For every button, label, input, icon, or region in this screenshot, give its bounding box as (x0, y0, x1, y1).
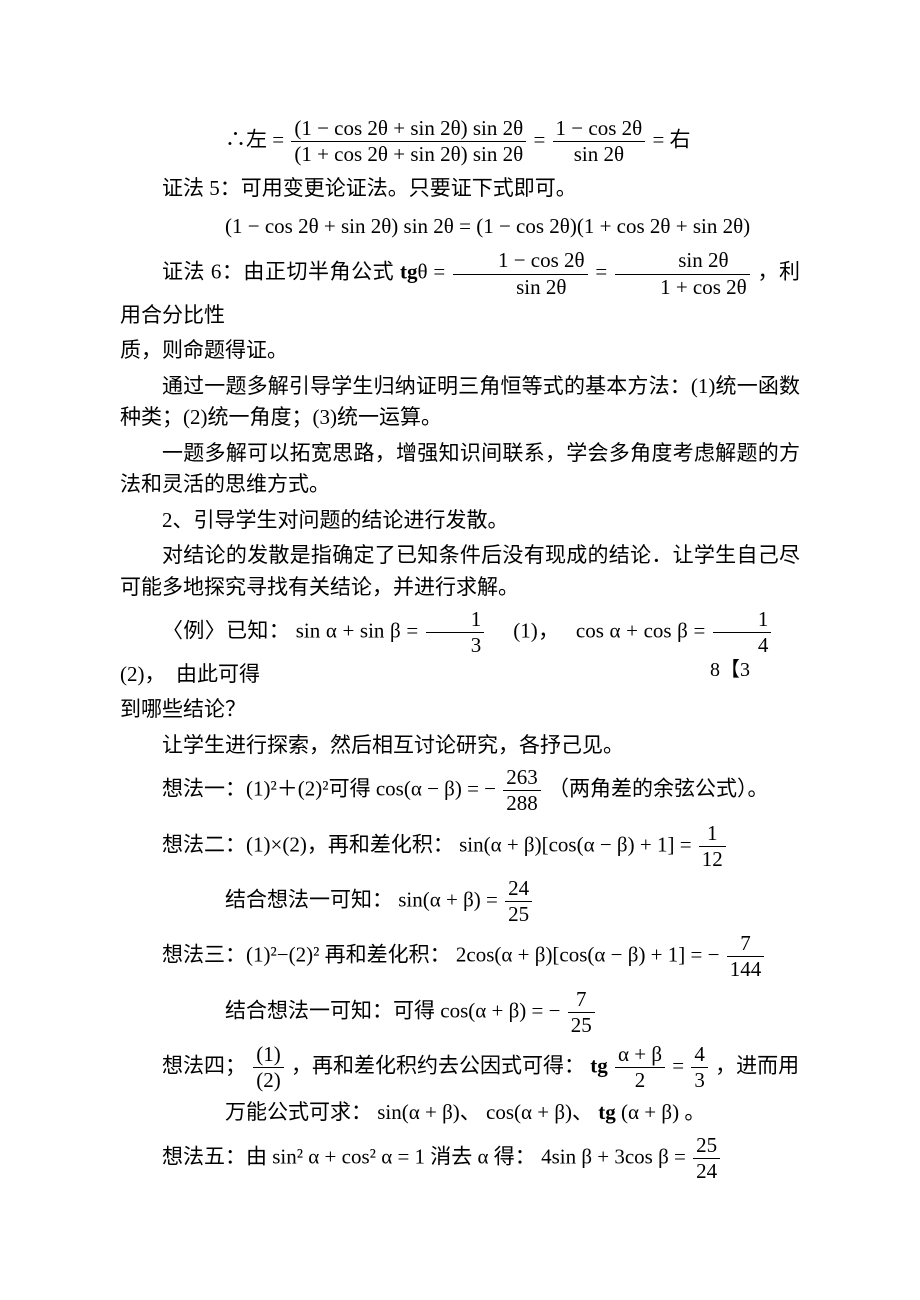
fraction: (1 − cos 2θ + sin 2θ) sin 2θ (1 + cos 2θ… (291, 116, 526, 167)
item2-heading: 2、引导学生对问题的结论进行发散。 (120, 505, 800, 537)
method6-line: 证法 6：由正切半角公式 tgθ = 1 − cos 2θ sin 2θ = s… (120, 248, 800, 331)
fraction: α + β 2 (615, 1042, 665, 1093)
method5-idea: 想法五：由 sin² α + cos² α = 1 消去 α 得： 4sin β… (120, 1133, 800, 1184)
equation-method5: (1 − cos 2θ + sin 2θ) sin 2θ = (1 − cos … (120, 211, 800, 243)
example-tail: 到哪些结论？ (120, 694, 800, 726)
method3: 想法三：(1)²−(2)² 再和差化积： 2cos(α + β)[cos(α −… (120, 931, 800, 982)
fraction: 7 144 (727, 931, 765, 982)
fraction: 1 − cos 2θ sin 2θ (453, 248, 588, 299)
fraction: 1 3 (426, 607, 485, 658)
summary-paragraph: 通过一题多解引导学生归纳证明三角恒等式的基本方法：(1)统一函数种类；(2)统一… (120, 371, 800, 434)
fraction: 24 25 (505, 876, 532, 927)
equation-left-right: ∴左 = (1 − cos 2θ + sin 2θ) sin 2θ (1 + c… (120, 116, 800, 167)
fraction: (1) (2) (253, 1042, 284, 1093)
discuss-paragraph: 让学生进行探索，然后相互讨论研究，各抒己见。 (120, 730, 800, 762)
fraction: 263 288 (503, 765, 541, 816)
method5-text: 证法 5：可用变更论证法。只要证下式即可。 (120, 173, 800, 205)
fraction: 25 24 (693, 1133, 720, 1184)
method4-cont: 万能公式可求： sin(α + β)、 cos(α + β)、 tg (α + … (120, 1097, 800, 1129)
eq-prefix: ∴左 = (225, 128, 284, 152)
method6-tail: 质，则命题得证。 (120, 335, 800, 367)
method3-cont: 结合想法一可知：可得 cos(α + β) = − 7 25 (120, 987, 800, 1038)
conclusion-diverge: 对结论的发散是指确定了已知条件后没有现成的结论．让学生自己尽可能多地探究寻找有关… (120, 540, 800, 603)
fraction: sin 2θ 1 + cos 2θ (615, 248, 750, 299)
fraction: 4 3 (691, 1042, 708, 1093)
fraction: 1 4 (713, 607, 772, 658)
method4: 想法四； (1) (2) ，再和差化积约去公因式可得： tg α + β 2 =… (120, 1042, 800, 1093)
example-line: 〈例〉已知： sin α + sin β = 1 3 (1)， cos α + … (120, 607, 800, 690)
document-page: ∴左 = (1 − cos 2θ + sin 2θ) sin 2θ (1 + c… (0, 0, 920, 1248)
fraction: 7 25 (568, 987, 595, 1038)
fraction: 1 12 (699, 821, 726, 872)
benefit-paragraph: 一题多解可以拓宽思路，增强知识间联系，学会多角度考虑解题的方法和灵活的思维方式。 (120, 438, 800, 501)
method1: 想法一：(1)²＋(2)²可得 cos(α − β) = − 263 288 （… (120, 765, 800, 816)
page-number: 8【3 (710, 655, 750, 685)
method2: 想法二：(1)×(2)，再和差化积： sin(α + β)[cos(α − β)… (120, 821, 800, 872)
method2-cont: 结合想法一可知： sin(α + β) = 24 25 (120, 876, 800, 927)
fraction: 1 − cos 2θ sin 2θ (553, 116, 646, 167)
